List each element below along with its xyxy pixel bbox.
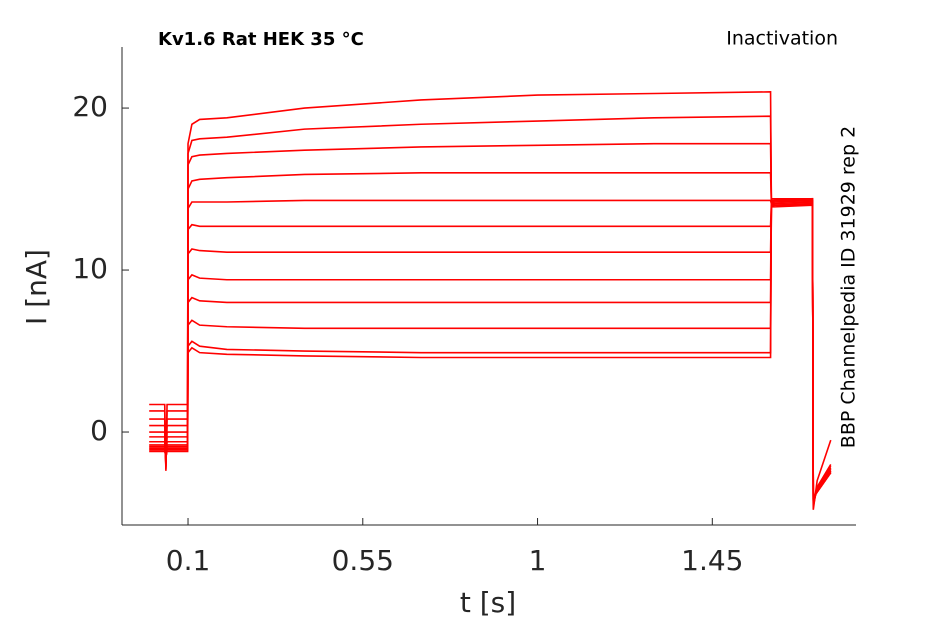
y-tick-label: 0 — [90, 414, 108, 447]
trace — [149, 204, 832, 500]
trace — [149, 201, 832, 501]
trace — [149, 202, 832, 502]
trace — [149, 202, 832, 502]
y-tick-label: 20 — [72, 90, 108, 123]
x-axis-label: t [s] — [460, 586, 516, 619]
y-axis-label: I [nA] — [20, 249, 53, 325]
trace — [149, 204, 832, 500]
trace — [149, 201, 832, 502]
x-tick-label: 0.1 — [166, 544, 211, 577]
x-tick-label: 1 — [529, 544, 547, 577]
x-tick-label: 1.45 — [681, 544, 743, 577]
x-tick-label: 0.55 — [332, 544, 394, 577]
trace — [149, 115, 832, 507]
y-tick-label: 10 — [72, 252, 108, 285]
trace — [149, 91, 832, 510]
trace — [149, 202, 832, 501]
chart-subtitle: Inactivation — [726, 28, 838, 50]
trace — [149, 199, 832, 502]
trace — [149, 142, 832, 506]
chart-title: Kv1.6 Rat HEK 35 °C — [158, 29, 364, 50]
annotation: BBP Channelpedia ID 31929 rep 2 — [838, 126, 860, 448]
trace — [149, 172, 832, 504]
